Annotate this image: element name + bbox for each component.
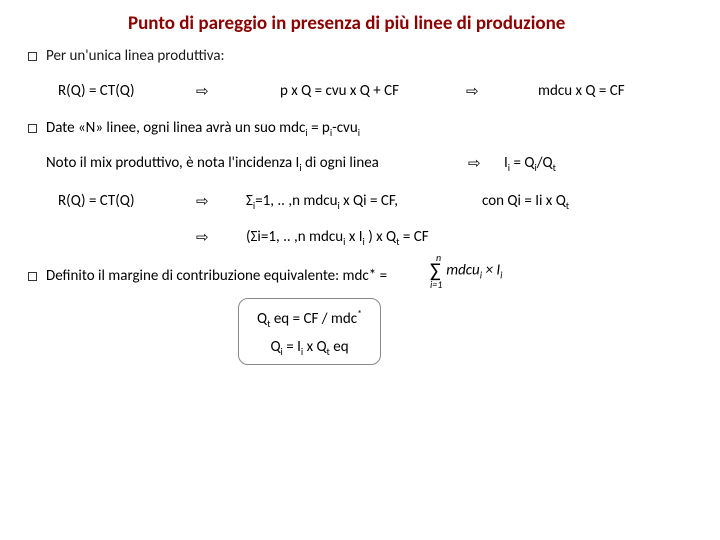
mix-rhs-c: /Q xyxy=(537,154,553,172)
eq2-sigma: Σ xyxy=(246,192,253,210)
bl1-sup-star: * xyxy=(357,307,362,320)
arrow-2a: ⇨ xyxy=(196,192,209,211)
arrow-3: ⇨ xyxy=(196,228,209,247)
mix-rhs-b: = Q xyxy=(510,154,534,172)
eq1-c: mdcu x Q = CF xyxy=(538,82,625,100)
sum-body-a: mdcu xyxy=(446,262,480,280)
bl2-c: x Q xyxy=(303,338,326,356)
eq1-a: R(Q) = CT(Q) xyxy=(58,82,135,100)
mix-rhs: Ii = Qi/Qt xyxy=(504,154,556,174)
bullet-3-text: Definito il margine di contribuzione equ… xyxy=(46,267,387,285)
eq2-c-sub-t: t xyxy=(566,199,569,212)
sum-top: n xyxy=(436,251,441,264)
sum-body-sub-i2: i xyxy=(500,269,502,282)
eq2-b: Σi=1, .. ,n mdcui x Qi = CF, xyxy=(246,192,398,212)
bl2-b: = I xyxy=(283,338,301,356)
mix-text: Noto il mix produttivo, è nota l'inciden… xyxy=(46,154,379,174)
eq3: (Σi=1, .. ,n mdcui x Ii ) x Qt = CF xyxy=(246,228,429,248)
slide-title: Punto di pareggio in presenza di più lin… xyxy=(128,12,565,35)
summation: n ∑ i=1 mdcui × Ii xyxy=(430,259,502,283)
eq2-c: con Qi = Ii x Qt xyxy=(482,192,569,212)
box-line-2: Qi = Ii x Qt eq xyxy=(257,338,362,358)
bullet-square-1 xyxy=(28,52,37,61)
b2-post: = p xyxy=(308,119,330,137)
eq3-pre: (Σi=1, .. ,n mdcu xyxy=(246,228,343,246)
eq2-a: R(Q) = CT(Q) xyxy=(58,192,135,210)
sum-body-b: × I xyxy=(482,262,500,280)
arrow-1b: ⇨ xyxy=(466,82,479,101)
arrow-1a: ⇨ xyxy=(196,82,209,101)
bl2-a: Q xyxy=(270,338,280,356)
eq3-end: = CF xyxy=(399,228,428,246)
bl2-d: eq xyxy=(330,338,349,356)
eq3-mid: x I xyxy=(345,228,362,246)
bullet-square-3 xyxy=(28,272,37,281)
mix-pre: Noto il mix produttivo, è nota l'inciden… xyxy=(46,154,299,172)
bl1-a: Q xyxy=(257,310,267,328)
eq2-post: =1, .. ,n mdcu xyxy=(255,192,337,210)
bullet-2-text: Date «N» linee, ogni linea avrà un suo m… xyxy=(46,119,360,139)
arrow-mix: ⇨ xyxy=(468,154,481,173)
mix-mid: di ogni linea xyxy=(302,154,379,172)
b2-pre: Date «N» linee, ogni linea avrà un suo m… xyxy=(46,119,305,137)
eq1-b: p x Q = cvu x Q + CF xyxy=(280,82,399,100)
eq2-post2: x Qi = CF, xyxy=(340,192,398,210)
sum-bot: i=1 xyxy=(430,278,442,291)
b2-sub-i3: i xyxy=(358,126,360,139)
mix-rhs-sub-t: t xyxy=(553,161,556,174)
b2-end: -cvu xyxy=(332,119,358,137)
bullet-square-2 xyxy=(28,124,37,133)
box-line-1: Qt eq = CF / mdc* xyxy=(257,307,362,330)
eq2-c-txt: con Qi = Ii x Q xyxy=(482,192,566,210)
eq3-post: ) x Q xyxy=(365,228,396,246)
bl1-b: eq = CF / mdc xyxy=(270,310,357,328)
result-box: Qt eq = CF / mdc* Qi = Ii x Qt eq xyxy=(238,298,381,365)
bullet-1-text: Per un'unica linea produttiva: xyxy=(46,47,225,65)
b3-pre: Definito il margine di contribuzione equ… xyxy=(46,267,387,285)
